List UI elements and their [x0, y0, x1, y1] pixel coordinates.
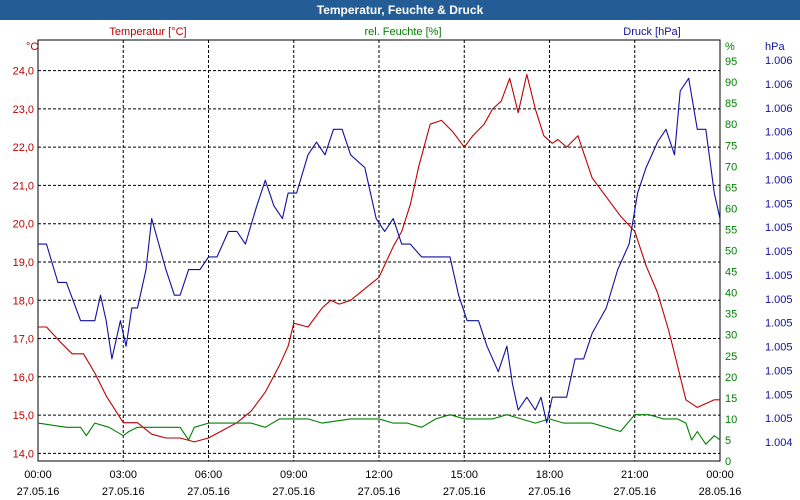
x-tick-date: 27.05.16	[358, 486, 401, 498]
y-tick-humidity: 70	[725, 161, 737, 173]
y-tick-temperature: 16,0	[13, 372, 34, 384]
series-line-pressure	[38, 77, 721, 424]
y-tick-temperature: 18,0	[13, 295, 34, 307]
y-tick-humidity: 10	[725, 414, 737, 426]
y-tick-humidity: 50	[725, 246, 737, 258]
y-tick-temperature: 24,0	[13, 66, 34, 78]
y-tick-temperature: 21,0	[13, 180, 34, 192]
x-tick-date: 27.05.16	[187, 486, 230, 498]
x-tick-date: 27.05.16	[613, 486, 656, 498]
y-tick-humidity: 30	[725, 330, 737, 342]
y-tick-pressure: 1.006	[765, 55, 793, 67]
y-tick-temperature: 14,0	[13, 448, 34, 460]
y-tick-pressure: 1.005	[765, 246, 793, 258]
x-tick-time: 12:00	[365, 469, 393, 481]
y-tick-pressure: 1.005	[765, 318, 793, 330]
y-tick-humidity: 95	[725, 56, 737, 68]
y-tick-humidity: 0	[725, 456, 731, 468]
x-tick-time: 06:00	[195, 469, 223, 481]
x-tick-date: 27.05.16	[443, 486, 486, 498]
y-tick-humidity: 60	[725, 203, 737, 215]
x-tick-time: 09:00	[280, 469, 308, 481]
pressure-unit: hPa	[765, 41, 785, 53]
y-tick-pressure: 1.005	[765, 198, 793, 210]
x-tick-time: 00:00	[706, 469, 734, 481]
humidity-axis-title: rel. Feuchte [%]	[364, 26, 441, 38]
axis-labels: 00:00 27.05.16 03:00 27.05.16 06:00 27.05.16 0…	[13, 55, 793, 498]
y-tick-humidity: 55	[725, 224, 737, 236]
y-tick-pressure: 1.006	[765, 151, 793, 163]
x-tick-date: 27.05.16	[528, 486, 571, 498]
y-tick-temperature: 15,0	[13, 410, 34, 422]
y-tick-humidity: 45	[725, 267, 737, 279]
temperature-axis-title: Temperatur [°C]	[109, 26, 186, 38]
y-tick-pressure: 1.005	[765, 389, 793, 401]
y-tick-pressure: 1.005	[765, 270, 793, 282]
x-tick-date: 27.05.16	[272, 486, 315, 498]
y-tick-humidity: 15	[725, 393, 737, 405]
y-tick-pressure: 1.005	[765, 342, 793, 354]
y-tick-pressure: 1.006	[765, 79, 793, 91]
y-tick-pressure: 1.006	[765, 103, 793, 115]
x-tick-date: 28.05.16	[699, 486, 742, 498]
x-tick-time: 00:00	[24, 469, 52, 481]
pressure-axis-title: Druck [hPa]	[623, 26, 680, 38]
y-tick-pressure: 1.005	[765, 413, 793, 425]
axis-titles: Temperatur [°C] rel. Feuchte [%] Druck [hP…	[26, 26, 785, 53]
y-tick-pressure: 1.006	[765, 174, 793, 186]
y-tick-pressure: 1.004	[765, 437, 793, 449]
y-tick-pressure: 1.005	[765, 294, 793, 306]
window-title: Temperatur, Feuchte & Druck	[0, 0, 800, 20]
y-tick-humidity: 25	[725, 351, 737, 363]
y-tick-humidity: 5	[725, 435, 731, 447]
y-tick-pressure: 1.005	[765, 365, 793, 377]
x-tick-date: 27.05.16	[102, 486, 145, 498]
series-line-temperature	[38, 73, 720, 443]
y-tick-humidity: 40	[725, 288, 737, 300]
y-tick-humidity: 20	[725, 372, 737, 384]
y-tick-pressure: 1.006	[765, 127, 793, 139]
y-tick-humidity: 85	[725, 98, 737, 110]
temperature-unit: °C	[26, 41, 38, 53]
y-tick-humidity: 80	[725, 119, 737, 131]
x-tick-date: 27.05.16	[17, 486, 60, 498]
y-tick-temperature: 17,0	[13, 334, 34, 346]
x-tick-time: 15:00	[450, 469, 478, 481]
y-tick-temperature: 22,0	[13, 142, 34, 154]
y-tick-temperature: 20,0	[13, 219, 34, 231]
x-tick-time: 18:00	[536, 469, 564, 481]
series-layer	[37, 73, 721, 445]
y-tick-humidity: 90	[725, 77, 737, 89]
y-tick-pressure: 1.005	[765, 222, 793, 234]
y-tick-humidity: 65	[725, 182, 737, 194]
x-tick-time: 21:00	[621, 469, 649, 481]
chart-area: 00:00 27.05.16 03:00 27.05.16 06:00 27.05.16 0…	[13, 26, 793, 498]
y-tick-temperature: 19,0	[13, 257, 34, 269]
humidity-unit: %	[725, 41, 735, 53]
x-tick-time: 03:00	[109, 469, 137, 481]
y-tick-humidity: 75	[725, 140, 737, 152]
y-tick-humidity: 35	[725, 309, 737, 321]
y-tick-temperature: 23,0	[13, 104, 34, 116]
series-line-humidity	[37, 414, 721, 445]
